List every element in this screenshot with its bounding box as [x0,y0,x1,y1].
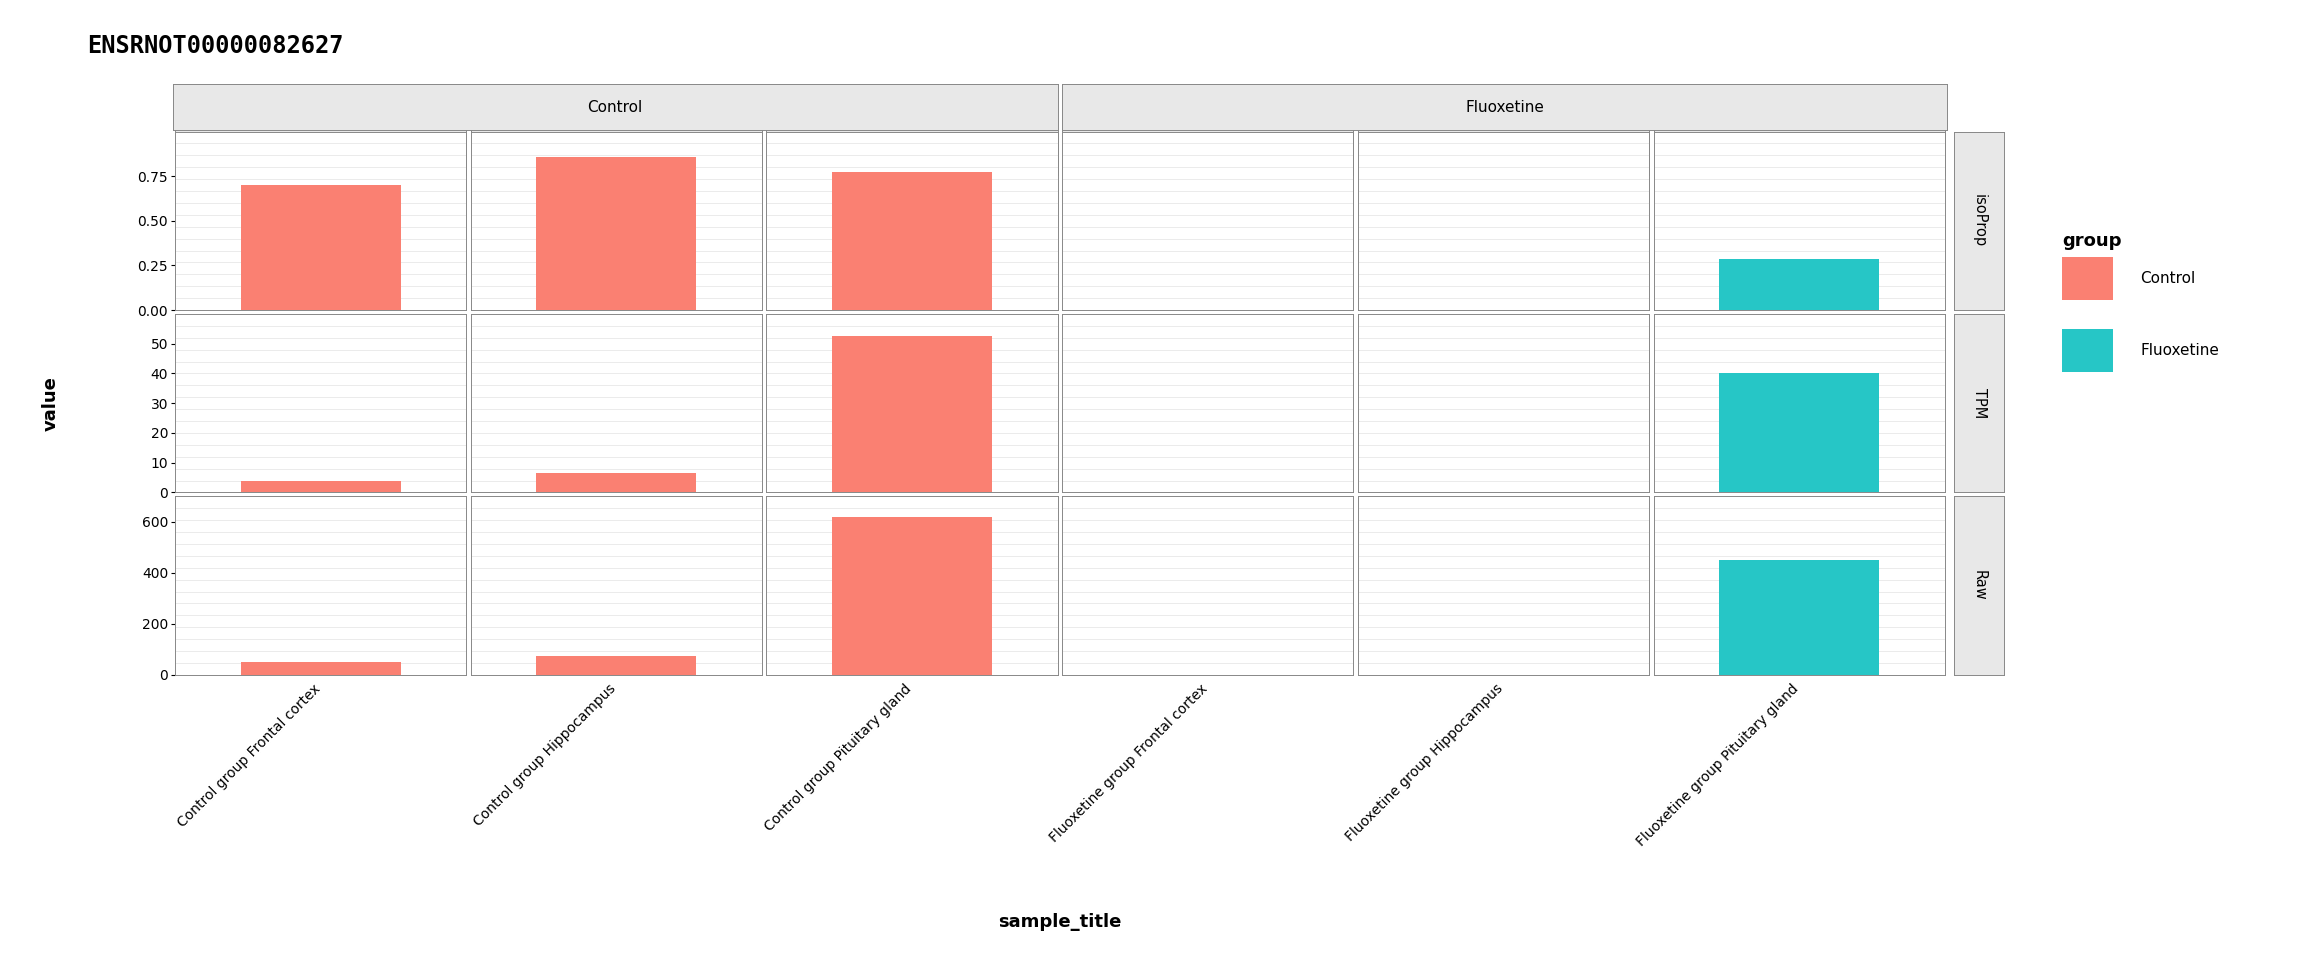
Bar [1719,373,1880,492]
Text: Control group Frontal cortex: Control group Frontal cortex [175,682,323,829]
Text: Control: Control [588,100,643,114]
Text: Control: Control [2140,271,2196,286]
Text: Control group Pituitary gland: Control group Pituitary gland [763,682,915,834]
Bar [1719,560,1880,675]
Text: Fluoxetine: Fluoxetine [2140,343,2219,358]
Bar [537,473,696,492]
Text: Fluoxetine group Hippocampus: Fluoxetine group Hippocampus [1343,682,1507,844]
Bar [832,336,993,492]
Bar [240,662,401,675]
Text: Control group Hippocampus: Control group Hippocampus [470,682,617,829]
Bar [240,481,401,492]
Text: Raw: Raw [1972,570,1986,601]
Text: Frontal cortex: Frontal cortex [1157,145,1258,159]
Text: sample_title: sample_title [998,913,1122,930]
Bar [832,172,993,310]
Text: Frontal cortex: Frontal cortex [270,145,371,159]
Text: TPM: TPM [1972,388,1986,419]
Bar [832,516,993,675]
Text: Hippocampus: Hippocampus [1454,145,1553,159]
Text: Fluoxetine group Pituitary gland: Fluoxetine group Pituitary gland [1634,682,1802,849]
Text: ENSRNOT00000082627: ENSRNOT00000082627 [88,34,343,58]
Bar [240,185,401,310]
Text: value: value [41,375,60,431]
Bar [537,656,696,675]
Text: Fluoxetine: Fluoxetine [1465,100,1544,114]
Text: group: group [2062,231,2122,250]
Text: Hippocampus: Hippocampus [567,145,666,159]
Text: Pituitary gland: Pituitary gland [1746,145,1852,159]
Text: isoProp: isoProp [1972,194,1986,248]
Text: Pituitary gland: Pituitary gland [859,145,965,159]
Bar [1719,259,1880,310]
Bar [537,157,696,310]
Text: Fluoxetine group Frontal cortex: Fluoxetine group Frontal cortex [1046,682,1210,845]
